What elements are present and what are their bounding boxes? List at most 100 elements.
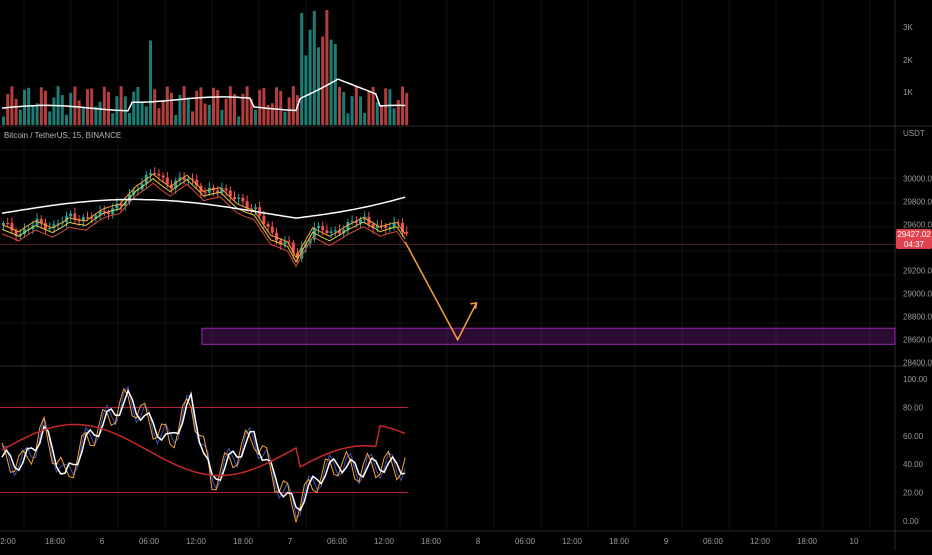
candle-body <box>153 173 157 175</box>
oscillator-d-line <box>1 387 406 523</box>
volume-bar <box>136 86 140 125</box>
x-tick-label: 18:00 <box>45 537 66 546</box>
volume-bar <box>279 90 283 125</box>
volume-bar <box>237 116 241 125</box>
candle-body <box>186 178 190 180</box>
volume-bar <box>367 91 371 125</box>
price-axis-label: 30000.00 <box>903 175 932 184</box>
candle-body <box>321 226 325 231</box>
volume-bar <box>44 90 47 125</box>
x-tick-label: 18:00 <box>797 537 818 546</box>
price-axis-label: 29000.00 <box>903 290 932 299</box>
volume-bar <box>111 113 115 125</box>
candle-body <box>56 223 60 225</box>
volume-bar <box>380 106 383 125</box>
volume-bar <box>128 113 131 125</box>
candle-body <box>86 217 89 219</box>
oscillator-axis-label: 100.00 <box>903 375 928 384</box>
candle-body <box>48 227 52 230</box>
x-tick-label: 9 <box>664 537 669 546</box>
volume-bar <box>52 97 56 125</box>
x-tick-label: 12:00 <box>186 537 207 546</box>
volume-bar <box>317 47 320 125</box>
candle-body <box>254 207 257 210</box>
current-price-badge: 29427.02 04:37 <box>896 229 932 249</box>
volume-bar <box>178 94 182 125</box>
candle-body <box>325 230 329 233</box>
volume-bar <box>270 103 274 125</box>
x-tick-label: 06:00 <box>327 537 348 546</box>
volume-bar <box>220 109 224 125</box>
volume-bar <box>283 111 287 125</box>
volume-bar <box>300 12 304 126</box>
volume-bar <box>60 95 64 125</box>
price-ma-line <box>1 182 406 268</box>
oscillator-signal-line <box>1 423 406 477</box>
projection-arrowhead <box>470 302 478 310</box>
candle-body <box>224 188 228 191</box>
candle-body <box>6 223 10 225</box>
volume-bar <box>165 86 169 125</box>
candle-body <box>69 213 73 217</box>
volume-bar <box>81 108 85 125</box>
price-axis-label: 28800.00 <box>903 313 932 322</box>
candle-body <box>44 222 47 230</box>
volume-bar <box>396 100 400 125</box>
volume-bar <box>90 88 94 125</box>
volume-bar <box>371 86 375 125</box>
volume-bar <box>10 86 14 125</box>
volume-bar <box>212 87 215 125</box>
candle-body <box>216 190 220 193</box>
volume-axis-label: 2K <box>903 56 913 65</box>
volume-bar <box>359 96 362 125</box>
volume-bar <box>224 98 228 125</box>
oscillator-axis-label: 80.00 <box>903 403 924 412</box>
candle-body <box>94 215 98 219</box>
volume-axis-label: 1K <box>903 88 913 97</box>
volume-bar <box>375 102 379 125</box>
volume-bar <box>249 99 253 125</box>
price-trend-line <box>1 196 406 219</box>
candle-body <box>220 188 224 193</box>
volume-bar <box>14 98 18 125</box>
candle-body <box>375 225 379 229</box>
candle-body <box>39 218 43 223</box>
volume-bar <box>48 111 52 125</box>
candle-body <box>287 241 291 243</box>
candle-body <box>266 224 270 227</box>
candle-body <box>14 230 18 236</box>
oscillator-axis-label: 0.00 <box>903 517 919 526</box>
candle-body <box>10 223 14 231</box>
volume-bar <box>182 86 186 125</box>
candle-body <box>132 190 136 195</box>
volume-bar <box>107 91 110 125</box>
x-tick-label: 12:00 <box>374 537 395 546</box>
volume-bar <box>191 111 194 125</box>
price-axis-label: 29600.00 <box>903 221 932 230</box>
candle-body <box>77 219 81 222</box>
volume-bar <box>342 91 346 125</box>
volume-bar <box>388 89 392 125</box>
volume-bar <box>228 86 232 125</box>
candle-body <box>98 210 102 216</box>
candle-body <box>178 177 182 181</box>
candle-body <box>81 217 85 222</box>
volume-bar <box>149 40 152 125</box>
x-tick-label: 06:00 <box>515 537 536 546</box>
volume-bar <box>287 97 291 125</box>
volume-bar <box>207 104 211 125</box>
volume-bar <box>321 36 325 125</box>
candle-body <box>354 221 358 224</box>
x-tick-label: 06:00 <box>703 537 724 546</box>
x-tick-label: 6 <box>100 537 105 546</box>
candle-body <box>380 225 383 227</box>
volume-bar <box>346 113 350 125</box>
candle-body <box>111 208 115 215</box>
candle-body <box>296 252 299 259</box>
x-tick-label: 06:00 <box>139 537 160 546</box>
candle-body <box>228 190 232 197</box>
candle-body <box>123 202 127 206</box>
x-tick-label: 18:00 <box>421 537 442 546</box>
